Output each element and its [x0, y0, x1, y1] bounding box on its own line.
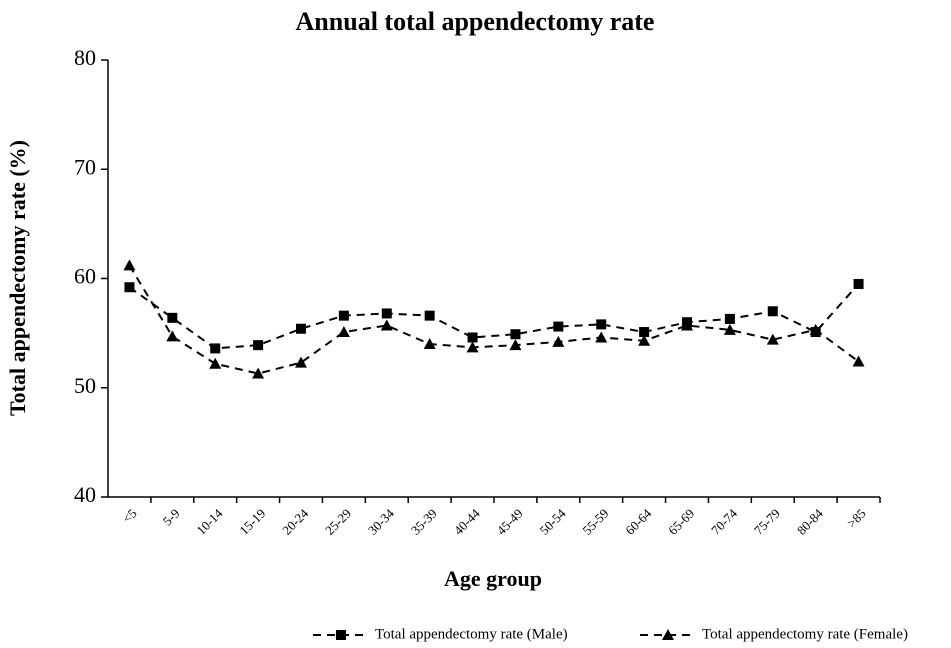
legend-label: Total appendectomy rate (Female) — [702, 626, 908, 642]
y-tick-label: 80 — [74, 45, 96, 70]
marker — [210, 343, 221, 354]
series-line — [128, 283, 860, 350]
marker — [638, 334, 651, 346]
x-tick-label: 65-69 — [665, 506, 697, 538]
series-line — [128, 264, 860, 375]
marker — [509, 339, 522, 351]
marker — [381, 308, 392, 319]
marker — [209, 357, 222, 369]
x-tick-label: 15-19 — [236, 506, 268, 538]
x-tick-label: 25-29 — [322, 506, 354, 538]
x-tick-label: 80-84 — [794, 505, 826, 537]
x-tick-label: 40-44 — [451, 505, 483, 537]
x-axis-label: Age group — [444, 566, 542, 591]
marker — [380, 319, 393, 331]
marker — [253, 340, 264, 351]
marker — [338, 310, 349, 321]
marker — [296, 323, 306, 334]
x-tick-label: 60-64 — [622, 505, 654, 537]
x-tick-label: <5 — [119, 506, 139, 526]
y-axis-label: Total appendectomy rate (%) — [5, 140, 30, 416]
marker — [510, 329, 521, 340]
chart-title: Annual total appendectomy rate — [296, 7, 655, 36]
marker — [466, 341, 479, 353]
y-tick-label: 50 — [74, 373, 96, 398]
marker — [424, 310, 435, 321]
marker — [124, 282, 135, 293]
x-tick-label: 55-59 — [579, 506, 611, 538]
marker — [553, 321, 564, 332]
x-tick-label: 50-54 — [537, 505, 569, 537]
marker — [596, 319, 607, 330]
legend-label: Total appendectomy rate (Male) — [375, 626, 568, 642]
marker — [681, 319, 693, 331]
y-tick-label: 40 — [74, 482, 96, 507]
x-tick-label: 20-24 — [279, 505, 311, 537]
marker — [766, 333, 779, 345]
marker — [123, 259, 136, 271]
x-tick-label: 70-74 — [708, 505, 740, 537]
marker — [639, 327, 650, 338]
x-tick-label: 35-39 — [408, 506, 440, 538]
y-tick-label: 70 — [74, 154, 96, 179]
legend-marker — [336, 630, 346, 640]
marker — [467, 332, 478, 343]
marker — [724, 313, 735, 324]
x-tick-label: 10-14 — [193, 505, 225, 537]
x-tick-label: 30-34 — [365, 505, 397, 537]
marker — [337, 326, 350, 338]
marker — [852, 355, 865, 367]
marker — [252, 367, 265, 379]
marker — [767, 306, 778, 317]
legend-marker — [662, 629, 674, 640]
marker — [595, 331, 608, 343]
x-tick-label: >85 — [844, 506, 869, 531]
x-tick-label: 75-79 — [751, 506, 783, 538]
marker — [809, 323, 822, 335]
x-tick-label: 5-9 — [160, 506, 183, 529]
marker — [423, 338, 436, 350]
y-tick-label: 60 — [74, 264, 96, 289]
marker — [166, 330, 179, 342]
marker — [295, 356, 307, 368]
marker — [853, 278, 864, 289]
marker — [723, 323, 736, 335]
marker — [167, 312, 178, 323]
x-tick-label: 45-49 — [494, 506, 526, 538]
marker — [552, 335, 565, 347]
